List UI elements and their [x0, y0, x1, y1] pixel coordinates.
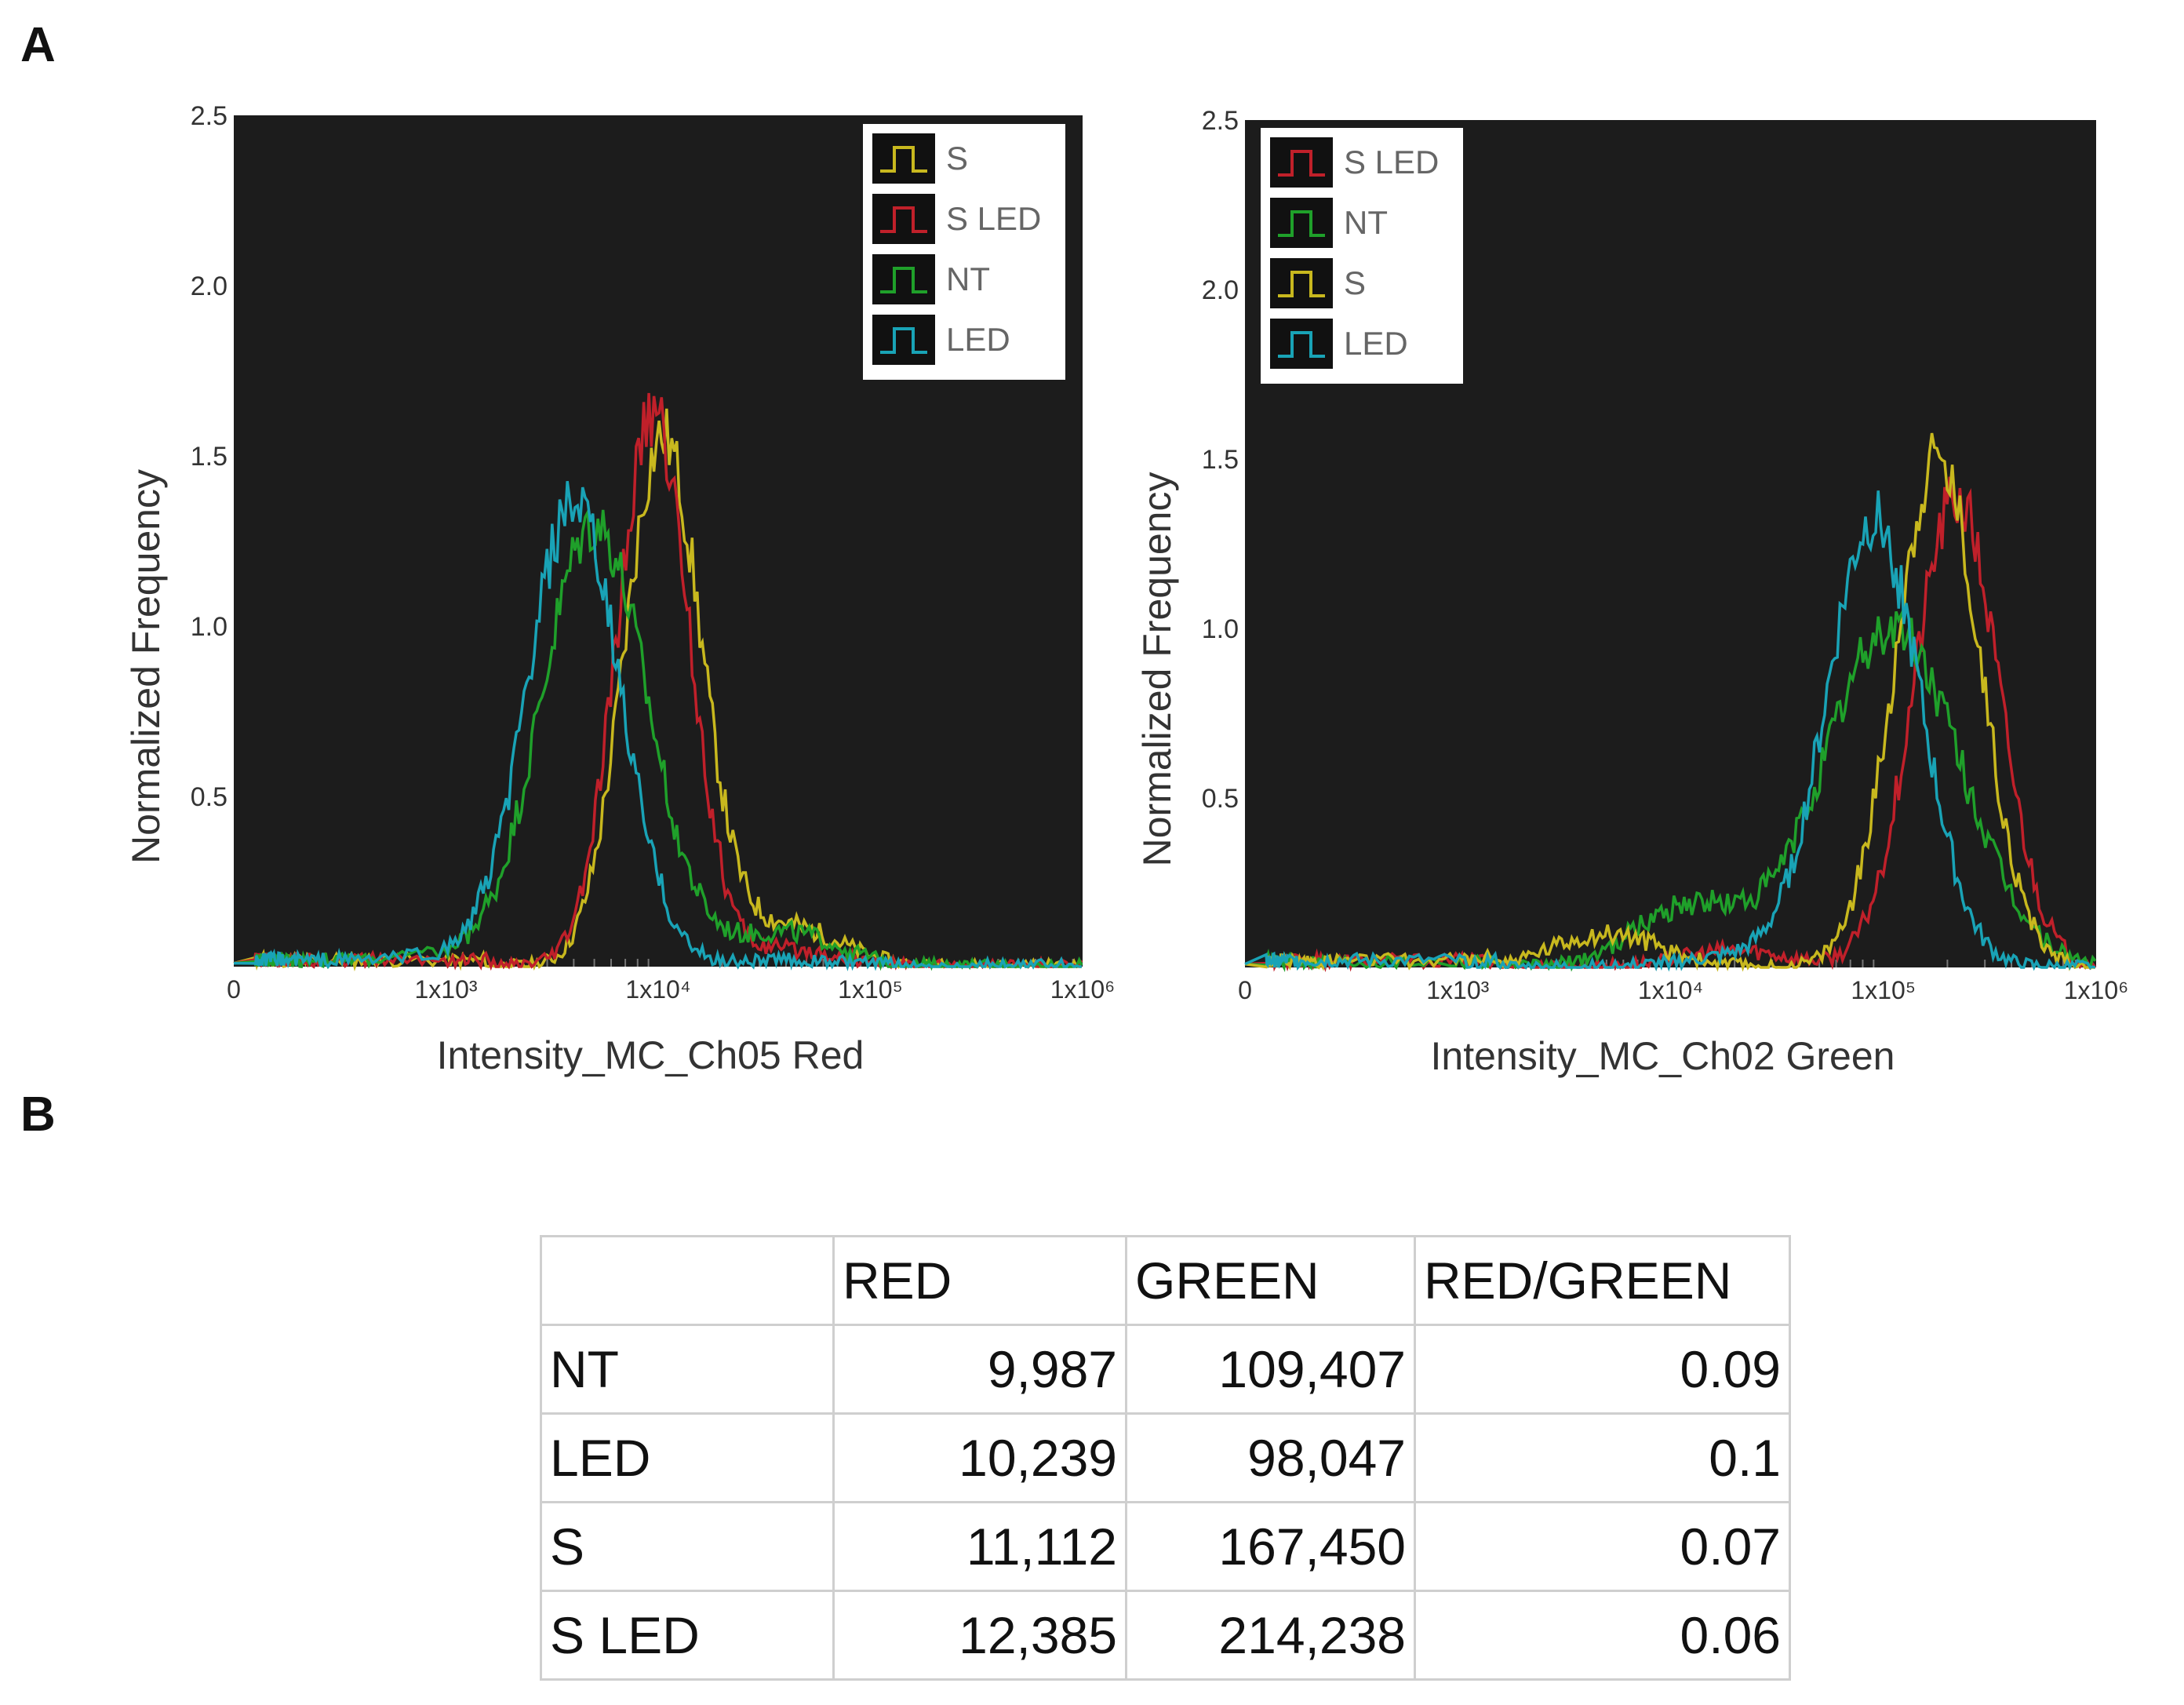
legend-step-icon	[880, 327, 927, 354]
legend-step-icon	[880, 267, 927, 293]
table-cell: 98,047	[1125, 1412, 1416, 1503]
legend-step-icon	[1278, 210, 1325, 237]
table-row: S LED 12,385 214,238 0.06	[540, 1590, 1791, 1681]
table-cell: NT	[540, 1324, 835, 1415]
x-axis-label: Intensity_MC_Ch02 Green	[1431, 1034, 1895, 1078]
table-cell: S	[540, 1501, 835, 1592]
legend-step-icon	[1278, 331, 1325, 358]
legend-swatch	[1270, 258, 1333, 308]
x-axis-label: Intensity_MC_Ch05 Red	[437, 1033, 864, 1077]
table-cell: 167,450	[1125, 1501, 1416, 1592]
legend-step-icon	[1278, 150, 1325, 177]
legend-swatch	[872, 315, 935, 365]
y-tick-label: 1.0	[1202, 614, 1239, 644]
legend-step-icon	[880, 146, 927, 173]
table-cell: 0.1	[1414, 1412, 1791, 1503]
table-header-cell: GREEN	[1125, 1235, 1416, 1326]
table-cell: LED	[540, 1412, 835, 1503]
y-tick-label: 2.5	[191, 101, 228, 131]
table-cell: 12,385	[832, 1590, 1127, 1681]
legend-label: S	[946, 140, 968, 177]
table-cell: 109,407	[1125, 1324, 1416, 1415]
y-tick-label: 0.5	[191, 782, 228, 812]
legend-swatch	[872, 133, 935, 184]
x-tick-label: 1x10⁵	[838, 975, 903, 1004]
table-cell: 214,238	[1125, 1590, 1416, 1681]
panel-label-b: B	[20, 1087, 56, 1142]
legend-label: S LED	[946, 200, 1041, 237]
x-tick-label: 1x10⁵	[1851, 976, 1916, 1004]
x-tick-label: 0	[1238, 976, 1252, 1004]
table-row: NT 9,987 109,407 0.09	[540, 1324, 1791, 1415]
legend-label: S	[1344, 264, 1366, 301]
x-tick-label: 1x10⁶	[2064, 976, 2129, 1004]
y-tick-label: 2.0	[191, 271, 228, 301]
table-cell: 11,112	[832, 1501, 1127, 1592]
series-line-led	[1244, 490, 2096, 972]
table-cell: 10,239	[832, 1412, 1127, 1503]
table-row: LED 10,239 98,047 0.1	[540, 1412, 1791, 1503]
x-tick-label: 1x10³	[414, 975, 477, 1004]
table-cell: 0.09	[1414, 1324, 1791, 1415]
y-tick-label: 0.5	[1202, 784, 1239, 814]
legend-step-icon	[1278, 271, 1325, 297]
legend-swatch	[872, 254, 935, 304]
intensity-summary-table: RED GREEN RED/GREEN NT 9,987 109,407 0.0…	[540, 1235, 1791, 1681]
y-tick-label: 2.5	[1202, 106, 1239, 136]
legend-step-icon	[880, 206, 927, 233]
legend-swatch	[1270, 137, 1333, 188]
table-row: S 11,112 167,450 0.07	[540, 1501, 1791, 1592]
legend-swatch	[1270, 198, 1333, 248]
legend-swatch	[1270, 319, 1333, 369]
panel-label-a: A	[20, 18, 56, 72]
x-tick-label: 1x10⁴	[625, 975, 690, 1004]
y-axis-label: Normalized Frequency	[124, 469, 168, 864]
legend-label: NT	[1344, 204, 1388, 241]
legend-swatch	[872, 194, 935, 244]
table-header-cell: RED/GREEN	[1414, 1235, 1791, 1326]
x-tick-label: 1x10⁴	[1638, 976, 1703, 1004]
legend-label: LED	[946, 321, 1010, 358]
y-tick-label: 2.0	[1202, 275, 1239, 305]
histogram-green-chart: 0.5 1.0 1.5 2.0 2.5 0 1x10³ 1x10⁴ 1x10⁵ 1x10⁶ Inte…	[1135, 106, 2129, 1078]
x-tick-label: 0	[227, 975, 241, 1004]
legend-label: S LED	[1344, 144, 1439, 180]
table-header-row: RED GREEN RED/GREEN	[540, 1235, 1791, 1326]
series-line-led	[233, 480, 1082, 971]
y-axis-label: Normalized Frequency	[1135, 472, 1179, 867]
x-tick-label: 1x10⁶	[1050, 975, 1116, 1004]
table-header-cell: RED	[832, 1235, 1127, 1326]
table-header-cell	[540, 1235, 835, 1326]
x-tick-label: 1x10³	[1426, 976, 1489, 1004]
y-tick-label: 1.0	[191, 612, 228, 642]
histogram-red-chart: 0.5 1.0 1.5 2.0 2.5 0 1x10³ 1x10⁴ 1x10⁵ 1x10⁶ Inte…	[124, 101, 1115, 1077]
legend-label: NT	[946, 260, 990, 297]
table-cell: S LED	[540, 1590, 835, 1681]
table-cell: 0.06	[1414, 1590, 1791, 1681]
y-tick-label: 1.5	[191, 442, 228, 472]
table-cell: 9,987	[832, 1324, 1127, 1415]
table-cell: 0.07	[1414, 1501, 1791, 1592]
y-tick-label: 1.5	[1202, 445, 1239, 475]
legend-label: LED	[1344, 325, 1408, 362]
